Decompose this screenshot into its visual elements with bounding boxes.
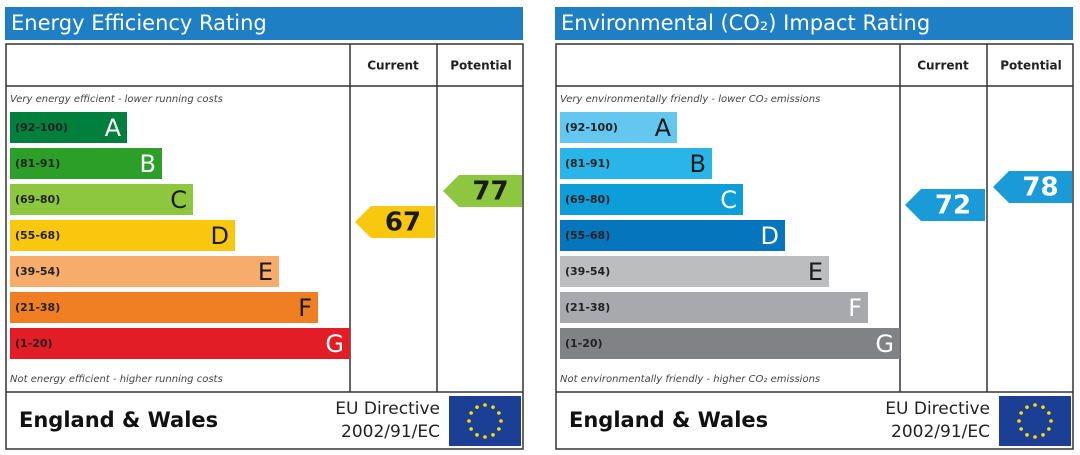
flag-star: [1033, 403, 1037, 407]
rating-arrow: [355, 206, 435, 238]
flag-star: [1041, 433, 1045, 437]
band-letter: E: [808, 258, 823, 286]
flag-star: [1049, 419, 1053, 423]
band-bar: [10, 184, 193, 215]
rating-value: 72: [935, 191, 971, 221]
band-bar: [10, 256, 279, 287]
rating-value: 78: [1022, 173, 1058, 203]
flag-star: [475, 433, 479, 437]
band-bar: [560, 292, 868, 323]
flag-star: [483, 435, 487, 439]
band-bar: [560, 112, 677, 143]
flag-star: [483, 403, 487, 407]
flag-star: [499, 419, 503, 423]
band-letter: F: [298, 294, 312, 322]
panel-title: Environmental (CO₂) Impact Rating: [561, 11, 930, 35]
band-letter: G: [875, 330, 894, 358]
column-header: Potential: [1000, 59, 1062, 73]
band-range: (21-38): [15, 301, 60, 314]
frame: [555, 43, 1074, 450]
rating-panel: Environmental (CO₂) Impact Rating Current…: [555, 7, 1074, 450]
flag-star: [1047, 411, 1051, 415]
band-range: (1-20): [15, 337, 53, 350]
band-letter: G: [325, 330, 344, 358]
band-range: (81-91): [565, 157, 610, 170]
band-range: (92-100): [15, 121, 68, 134]
rating-value: 67: [385, 208, 421, 238]
panel-title: Energy Efficiency Rating: [11, 11, 267, 35]
flag-star: [1017, 419, 1021, 423]
band-range: (1-20): [565, 337, 603, 350]
band-letter: E: [258, 258, 273, 286]
title-bar: [5, 7, 523, 40]
directive: EU Directive: [885, 399, 990, 419]
column-header: Potential: [450, 59, 512, 73]
band-letter: A: [655, 114, 672, 142]
flag-star: [467, 419, 471, 423]
flag-star: [469, 411, 473, 415]
rating-value: 77: [472, 177, 508, 207]
flag-star: [1047, 427, 1051, 431]
top-note: Very environmentally friendly - lower CO…: [560, 94, 820, 105]
band-range: (69-80): [565, 193, 610, 206]
band-bar: [10, 292, 318, 323]
band-range: (21-38): [565, 301, 610, 314]
frame: [5, 43, 524, 450]
flag-star: [1025, 433, 1029, 437]
flag-star: [1019, 411, 1023, 415]
band-bar: [10, 112, 127, 143]
band-letter: D: [761, 222, 779, 250]
flag-star: [475, 405, 479, 409]
band-letter: A: [105, 114, 122, 142]
flag-star: [1019, 427, 1023, 431]
bottom-note: Not energy efficient - higher running co…: [10, 374, 223, 385]
region: England & Wales: [569, 408, 768, 432]
band-range: (81-91): [15, 157, 60, 170]
flag-star: [1041, 405, 1045, 409]
directive: EU Directive: [335, 399, 440, 419]
rating-arrow: [993, 171, 1072, 203]
band-range: (69-80): [15, 193, 60, 206]
band-bar: [560, 328, 900, 359]
rating-arrow: [443, 175, 522, 207]
band-range: (55-68): [15, 229, 60, 242]
flag-star: [491, 405, 495, 409]
band-range: (55-68): [565, 229, 610, 242]
flag-star: [497, 411, 501, 415]
band-range: (39-54): [565, 265, 610, 278]
band-bar: [10, 220, 235, 251]
band-letter: F: [848, 294, 862, 322]
band-range: (92-100): [565, 121, 618, 134]
band-bar: [560, 148, 712, 179]
column-header: Current: [917, 59, 969, 73]
flag-star: [497, 427, 501, 431]
flag-star: [469, 427, 473, 431]
band-bar: [10, 148, 162, 179]
band-letter: C: [720, 186, 737, 214]
directive: 2002/91/EC: [891, 422, 990, 442]
band-range: (39-54): [15, 265, 60, 278]
band-bar: [560, 256, 829, 287]
band-bar: [560, 184, 743, 215]
rating-arrow: [905, 189, 985, 221]
band-letter: C: [170, 186, 187, 214]
flag-star: [1025, 405, 1029, 409]
region: England & Wales: [19, 408, 218, 432]
top-note: Very energy efficient - lower running co…: [10, 94, 223, 105]
column-header: Current: [367, 59, 419, 73]
directive: 2002/91/EC: [341, 422, 440, 442]
bottom-note: Not environmentally friendly - higher CO…: [560, 374, 820, 385]
title-bar: [555, 7, 1073, 40]
band-letter: B: [140, 150, 156, 178]
flag-star: [491, 433, 495, 437]
band-letter: D: [211, 222, 229, 250]
band-bar: [560, 220, 785, 251]
band-bar: [10, 328, 350, 359]
rating-panel: Energy Efficiency Rating Current Potential…: [5, 7, 524, 450]
flag-star: [1033, 435, 1037, 439]
band-letter: B: [690, 150, 706, 178]
